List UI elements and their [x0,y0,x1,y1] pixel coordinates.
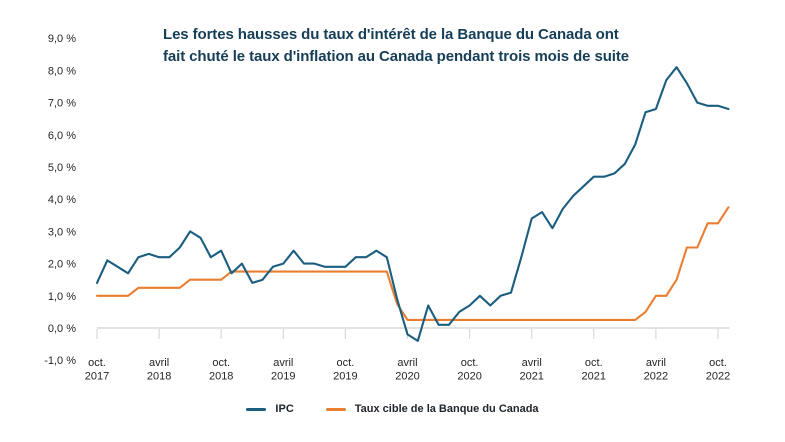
legend-label-ipc: IPC [275,403,294,415]
y-axis-label: 9,0 % [48,33,76,45]
y-axis-label: 0,0 % [48,323,76,335]
x-axis-label: oct. 2019 [333,357,357,383]
chart-title: Les fortes hausses du taux d'intérêt de … [163,24,629,68]
y-axis-label: 3,0 % [48,226,76,238]
x-axis-label: oct. 2022 [706,357,730,383]
x-axis-label: avril 2020 [395,357,419,383]
y-axis-label: -1,0 % [44,355,76,367]
chart-title-line1: Les fortes hausses du taux d'intérêt de … [163,26,619,43]
chart-title-line2: fait chuté le taux d'inflation au Canada… [163,48,630,65]
legend-item-taux-cible: Taux cible de la Banque du Canada [325,403,539,415]
y-axis-label: 8,0 % [48,65,76,77]
ipc-line-swatch-icon [246,407,267,411]
x-axis-label: avril 2018 [147,357,171,383]
series-line-ipc [95,66,730,342]
x-axis-label: oct. 2017 [85,357,109,383]
y-axis-label: 2,0 % [48,259,76,271]
x-axis-label: avril 2019 [271,357,295,383]
legend-item-ipc: IPC [246,403,294,415]
x-axis-label: oct. 2020 [457,357,481,383]
x-axis-label: avril 2022 [644,357,668,383]
taux-cible-line-swatch-icon [325,407,346,411]
series-line-taux-cible [95,206,730,321]
x-axis-label: avril 2021 [519,357,543,383]
y-axis-label: 1,0 % [48,291,76,303]
y-axis-label: 7,0 % [48,98,76,110]
x-axis-label: oct. 2018 [209,357,233,383]
y-axis-label: 6,0 % [48,130,76,142]
y-axis-label: 4,0 % [48,194,76,206]
y-axis: 9,0 % 8,0 % 7,0 % 6,0 % 5,0 % 4,0 % 3,0 % 2,0 %… [44,33,76,367]
legend-label-taux-cible: Taux cible de la Banque du Canada [354,403,539,415]
y-axis-label: 5,0 % [48,162,76,174]
x-axis-label: oct. 2021 [582,357,606,383]
chart-legend: IPC Taux cible de la Banque du Canada [0,403,785,415]
x-axis: oct. 2017 avril 2018 oct. 2018 avril 2019 oct. 20… [85,327,730,383]
